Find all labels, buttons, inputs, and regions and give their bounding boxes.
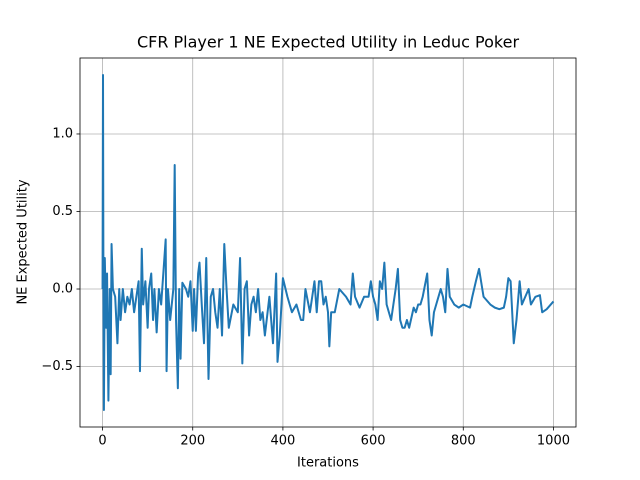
x-tick-label: 400 — [270, 434, 295, 449]
y-tick-label: 1.0 — [52, 126, 73, 141]
x-tick-label: 0 — [98, 434, 106, 449]
x-tick-label: 1000 — [537, 434, 570, 449]
y-tick-label: 0.0 — [52, 282, 73, 297]
data-line — [101, 74, 555, 411]
x-axis-label: Iterations — [297, 456, 359, 471]
x-tick-label: 200 — [180, 434, 205, 449]
plot-frame — [79, 57, 577, 428]
y-tick-label: −0.5 — [41, 359, 73, 374]
x-tick-label: 600 — [361, 434, 386, 449]
y-tick-label: 0.5 — [52, 204, 73, 219]
chart-title: CFR Player 1 NE Expected Utility in Ledu… — [137, 33, 520, 52]
x-tick-label: 800 — [451, 434, 476, 449]
y-axis-label: NE Expected Utility — [16, 179, 31, 304]
